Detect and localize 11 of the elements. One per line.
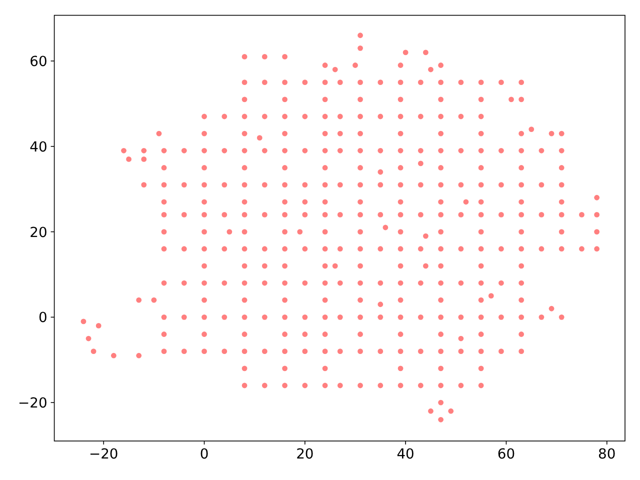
y-tick-label: −20	[18, 396, 48, 412]
y-tick-label: 20	[30, 224, 48, 241]
y-tick-label: 0	[38, 310, 48, 326]
x-tick-label: 40	[396, 446, 414, 463]
x-tick-label: 80	[598, 446, 616, 463]
x-tick-label: 0	[200, 446, 209, 463]
y-tick-label: 40	[30, 139, 48, 156]
y-tick-label: 60	[30, 54, 48, 70]
x-tick-label: −20	[88, 446, 118, 463]
x-tick-label: 60	[497, 446, 516, 463]
x-tick-label: 20	[296, 446, 314, 463]
